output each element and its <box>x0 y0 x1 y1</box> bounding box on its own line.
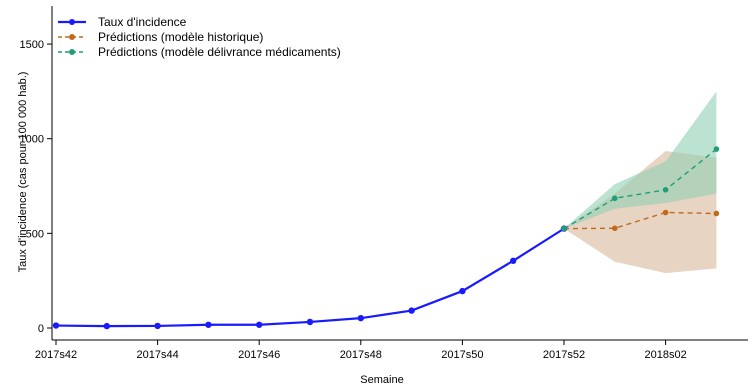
x-tick-label: 2017s42 <box>35 349 77 361</box>
data-point <box>306 318 314 326</box>
legend-label: Prédictions (modèle délivrance médicamen… <box>98 45 341 59</box>
data-point <box>612 225 618 232</box>
data-point <box>408 307 415 314</box>
x-tick-label: 2017s46 <box>238 349 280 361</box>
y-ticks: 0 500 1000 1500 <box>20 39 52 335</box>
x-tick-label: 2017s50 <box>441 349 483 361</box>
x-tick-label: 2017s52 <box>543 349 585 361</box>
data-point <box>713 146 720 152</box>
data-point <box>205 321 212 328</box>
series-line-0 <box>55 227 565 328</box>
data-point <box>612 195 618 202</box>
y-tick-label: 0 <box>38 323 44 335</box>
y-tick-label: 1500 <box>20 39 44 51</box>
confidence-bands <box>564 91 717 274</box>
data-point <box>510 257 517 264</box>
x-ticks: 2017s42 2017s44 2017s46 2017s48 2017s50 2017s… <box>35 340 687 361</box>
series-line-2 <box>563 148 717 230</box>
data-point <box>713 210 720 217</box>
y-axis-title: Taux d'incidence (cas pour 100 000 hab.) <box>17 72 29 273</box>
data-point <box>561 225 567 232</box>
data-point <box>256 321 263 328</box>
x-tick-label: 2017s48 <box>340 349 382 361</box>
x-tick-label: 2017s44 <box>136 349 178 361</box>
data-point <box>154 322 161 330</box>
x-tick-label: 2018s02 <box>644 349 686 361</box>
data-point <box>662 187 669 193</box>
legend-label: Taux d'incidence <box>98 15 187 29</box>
legend-marker <box>69 34 75 40</box>
x-axis-title: Semaine <box>360 374 403 385</box>
legend-marker <box>69 19 75 25</box>
data-point <box>357 314 364 322</box>
data-point <box>103 322 111 330</box>
axes <box>51 6 748 341</box>
series-points <box>52 146 720 330</box>
series-line-1 <box>563 211 717 230</box>
legend-label: Prédictions (modèle historique) <box>98 30 263 44</box>
y-tick-label: 1000 <box>20 134 44 146</box>
data-point <box>52 322 60 329</box>
legend-marker <box>69 49 75 55</box>
data-point <box>662 209 669 216</box>
data-point <box>459 287 466 295</box>
confidence-band-2 <box>564 91 717 229</box>
y-tick-label: 500 <box>26 228 44 240</box>
